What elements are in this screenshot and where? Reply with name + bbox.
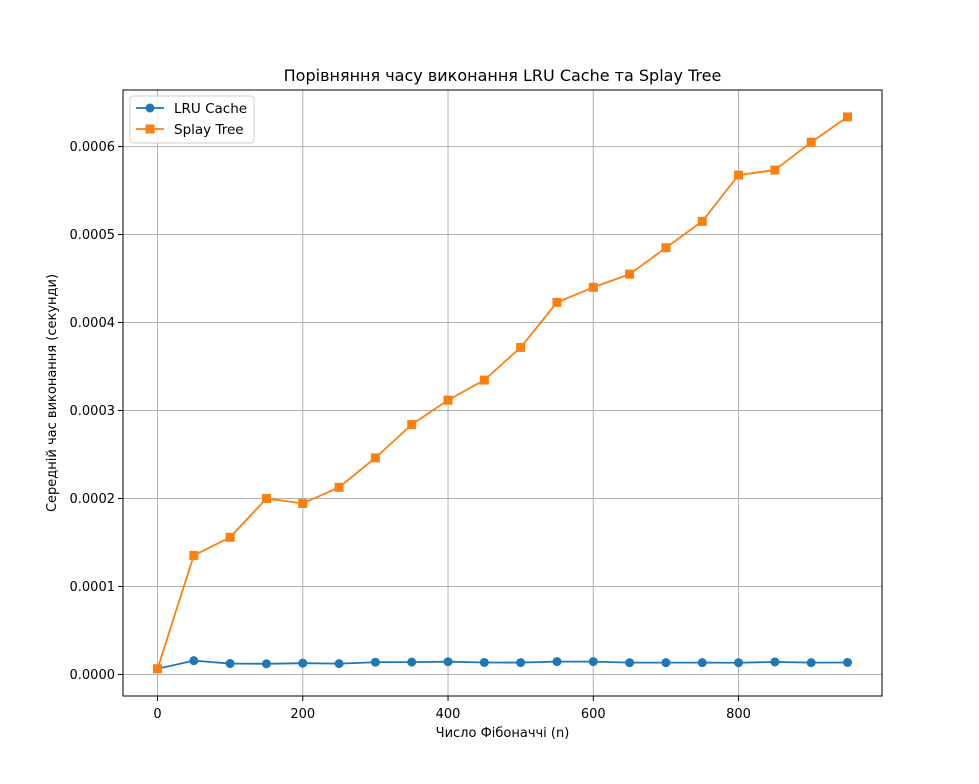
point-lru-cache bbox=[516, 658, 526, 668]
y-tick-label: 0.0006 bbox=[70, 140, 116, 155]
point-lru-cache bbox=[370, 657, 380, 667]
y-tick-label: 0.0001 bbox=[70, 580, 116, 595]
legend-label-splay-tree: Splay Tree bbox=[174, 122, 244, 138]
series-line-lru-cache bbox=[157, 659, 848, 670]
legend-marker-lru-cache bbox=[145, 103, 155, 113]
legend-marker-splay-tree bbox=[145, 124, 155, 134]
point-splay-tree bbox=[407, 420, 417, 430]
point-splay-tree bbox=[334, 482, 344, 492]
x-tick-label: 800 bbox=[726, 707, 751, 722]
point-lru-cache bbox=[770, 657, 780, 667]
point-splay-tree bbox=[153, 664, 162, 674]
point-splay-tree bbox=[734, 170, 744, 180]
x-tick-label: 600 bbox=[581, 707, 606, 722]
point-lru-cache bbox=[334, 659, 344, 669]
plot-frame bbox=[122, 89, 883, 697]
point-splay-tree bbox=[697, 216, 707, 226]
point-lru-cache bbox=[225, 659, 235, 669]
point-lru-cache bbox=[843, 657, 852, 667]
point-splay-tree bbox=[806, 137, 816, 147]
y-tick-label: 0.0002 bbox=[70, 492, 116, 507]
point-splay-tree bbox=[443, 395, 453, 405]
point-lru-cache bbox=[661, 658, 671, 668]
legend-label-lru-cache: LRU Cache bbox=[174, 101, 247, 117]
point-lru-cache bbox=[625, 658, 635, 668]
point-splay-tree bbox=[261, 493, 271, 503]
y-axis-label: Середній час виконання (секунди) bbox=[45, 274, 60, 512]
x-tick-label: 200 bbox=[290, 707, 315, 722]
x-tick-label: 400 bbox=[436, 707, 461, 722]
plot-series bbox=[153, 112, 852, 674]
point-splay-tree bbox=[552, 297, 562, 307]
point-lru-cache bbox=[734, 658, 744, 668]
point-lru-cache bbox=[189, 656, 199, 666]
point-lru-cache bbox=[298, 658, 308, 668]
point-splay-tree bbox=[370, 453, 380, 463]
point-lru-cache bbox=[697, 658, 707, 668]
axis-ticks: 0 200 400 600 800 0.0000 0.0001 0.0002 0.0003 0.0… bbox=[70, 140, 751, 722]
point-lru-cache bbox=[806, 658, 816, 668]
point-splay-tree bbox=[843, 112, 852, 122]
y-tick-label: 0.0000 bbox=[70, 668, 116, 683]
y-tick-label: 0.0004 bbox=[70, 316, 116, 331]
x-tick-label: 0 bbox=[153, 707, 161, 722]
point-splay-tree bbox=[225, 532, 235, 542]
point-lru-cache bbox=[407, 657, 417, 667]
point-splay-tree bbox=[298, 499, 308, 509]
x-axis-label: Число Фібоначчі (n) bbox=[436, 726, 570, 741]
point-lru-cache bbox=[261, 659, 271, 669]
grid bbox=[123, 90, 882, 696]
point-lru-cache bbox=[588, 657, 598, 667]
point-splay-tree bbox=[661, 243, 671, 253]
chart-title: Порівняння часу виконання LRU Cache та S… bbox=[284, 66, 722, 85]
point-splay-tree bbox=[625, 269, 635, 279]
point-lru-cache bbox=[443, 657, 453, 667]
point-splay-tree bbox=[189, 550, 199, 560]
point-splay-tree bbox=[770, 165, 780, 175]
series-line-splay-tree bbox=[156, 116, 849, 670]
point-splay-tree bbox=[479, 375, 489, 385]
point-splay-tree bbox=[516, 342, 526, 352]
y-tick-label: 0.0003 bbox=[70, 404, 116, 419]
point-lru-cache bbox=[552, 657, 562, 667]
y-tick-label: 0.0005 bbox=[70, 228, 116, 243]
point-lru-cache bbox=[479, 657, 489, 667]
legend: LRU Cache Splay Tree bbox=[129, 95, 255, 144]
point-splay-tree bbox=[588, 282, 598, 292]
